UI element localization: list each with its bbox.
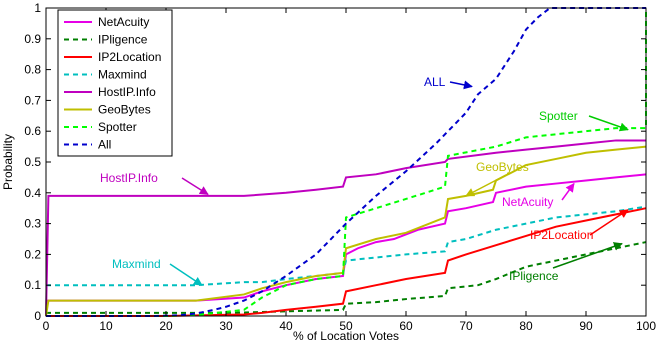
legend-label: IPligence [98,33,148,47]
y-tick-label: 0.3 [24,217,41,231]
series-line-maxmind [46,205,647,287]
y-axis-title: Probability [1,134,15,190]
annotation-label: ALL [424,75,446,89]
legend-label: HostIP.Info [98,85,156,99]
annotation-label: Maxmind [112,257,161,271]
annotation-maxmind: Maxmind [112,257,203,286]
annotation-arrow [181,177,209,195]
annotation-hostip-info: HostIP.Info [100,171,209,195]
legend-entry-hostip-info: HostIP.Info [64,85,156,99]
x-axis-title: % of Location Votes [293,329,399,343]
series-line-ip2location [46,207,647,317]
annotation-spotter: Spotter [539,109,629,132]
legend-entry-netacuity: NetAcuity [64,15,149,29]
x-tick-label: 70 [459,319,473,333]
annotation-label: IP2Location [530,228,593,242]
legend-entry-spotter: Spotter [64,120,137,134]
y-tick-label: 0.8 [24,63,41,77]
annotation-layer: HostIP.Info Maxmind ALL Spotter GeoBytes NetA… [100,75,629,286]
annotation-arrow [552,242,623,269]
x-tick-label: 30 [219,319,233,333]
annotation-all: ALL [424,75,473,90]
y-tick-label: 0.6 [24,124,41,138]
annotation-label: HostIP.Info [100,171,158,185]
legend-entry-geobytes: GeoBytes [64,103,151,117]
legend-label: NetAcuity [98,15,149,29]
annotation-geobytes: GeoBytes [465,160,529,197]
legend-label: IP2Location [98,50,161,64]
x-tick-label: 90 [579,319,593,333]
series-line-geobytes [45,145,647,317]
annotation-arrow [589,209,629,236]
legend: NetAcuity IPligence IP2Location Maxmind Host… [57,9,173,157]
annotation-ipligence: IPligence [509,242,623,283]
annotation-label: NetAcuity [502,195,553,209]
x-tick-label: 80 [519,319,533,333]
y-tick-label: 0.2 [24,247,41,261]
legend-label: GeoBytes [98,103,151,117]
x-tick-label: 20 [159,319,173,333]
annotation-label: IPligence [509,269,559,283]
x-tick-label: 60 [399,319,413,333]
y-tick-label: 1 [34,1,41,15]
annotation-arrow [449,80,473,90]
legend-entry-ipligence: IPligence [64,33,148,47]
axes-layer: 0 10 20 30 40 50 60 70 80 90 100 0 0.1 0.2 0.3 0.4 0.5 0.… [24,1,656,333]
annotation-label: GeoBytes [476,160,529,174]
series-line-hostip-info [45,139,646,317]
legend-box [57,9,173,157]
annotation-ip2location: IP2Location [530,209,629,242]
annotation-arrow [588,115,629,132]
legend-entry-maxmind: Maxmind [64,68,147,82]
y-tick-label: 0 [34,309,41,323]
annotation-arrow [465,174,507,197]
y-tick-label: 0.5 [24,155,41,169]
legend-label: Maxmind [98,68,147,82]
x-tick-label: 0 [43,319,50,333]
annotation-arrow [169,263,203,286]
legend-entry-all: All [64,138,111,152]
legend-entry-ip2location: IP2Location [64,50,161,64]
annotation-netacuity: NetAcuity [502,182,575,209]
series-line-netacuity [46,173,647,302]
x-tick-label: 40 [279,319,293,333]
x-tick-label: 50 [339,319,353,333]
annotation-label: Spotter [539,109,578,123]
legend-label: All [98,138,111,152]
y-tick-label: 0.9 [24,32,41,46]
x-tick-label: 10 [99,319,113,333]
y-tick-label: 0.7 [24,93,41,107]
annotation-arrow [561,182,575,201]
series-line-spotter [46,8,647,317]
legend-label: Spotter [98,120,137,134]
series-layer [45,7,647,317]
y-tick-label: 0.1 [24,278,41,292]
y-tick-label: 0.4 [24,186,41,200]
x-tick-label: 100 [636,319,656,333]
